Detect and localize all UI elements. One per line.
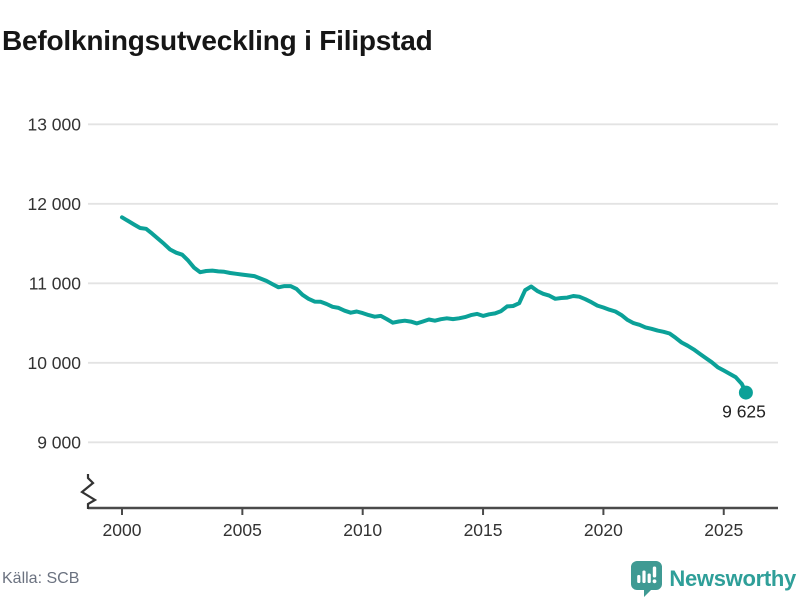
end-point-marker bbox=[738, 385, 753, 400]
x-axis-label: 2015 bbox=[464, 520, 503, 540]
y-axis-label: 13 000 bbox=[27, 114, 81, 134]
x-axis-label: 2005 bbox=[223, 520, 262, 540]
newsworthy-bar-chart-bubble-icon bbox=[631, 561, 663, 597]
y-axis-label: 12 000 bbox=[27, 194, 81, 214]
x-axis-label: 2000 bbox=[103, 520, 142, 540]
x-axis-label: 2020 bbox=[584, 520, 623, 540]
end-value-label: 9 625 bbox=[722, 402, 766, 422]
gridlines-group bbox=[88, 123, 778, 444]
newsworthy-wordmark: Newsworthy bbox=[669, 566, 796, 591]
y-axis-label: 9 000 bbox=[37, 432, 81, 452]
axis-group bbox=[80, 474, 778, 515]
newsworthy-logo-link[interactable]: Newsworthy bbox=[630, 561, 796, 597]
y-axis-break-squiggle bbox=[80, 474, 98, 509]
y-axis-label: 10 000 bbox=[27, 353, 81, 373]
x-axis-label: 2010 bbox=[343, 520, 382, 540]
population-line bbox=[120, 215, 748, 395]
source-note: Källa: SCB bbox=[2, 570, 80, 587]
series-group bbox=[120, 215, 753, 400]
population-line-chart: 9 000 10 000 11 000 12 000 13 000 2000 2005 201… bbox=[27, 114, 778, 540]
labels-group: 9 000 10 000 11 000 12 000 13 000 2000 2005 201… bbox=[27, 114, 765, 540]
x-axis-label: 2025 bbox=[704, 520, 743, 540]
chart-title: Befolkningsutveckling i Filipstad bbox=[2, 24, 433, 56]
y-axis-label: 11 000 bbox=[29, 273, 81, 293]
